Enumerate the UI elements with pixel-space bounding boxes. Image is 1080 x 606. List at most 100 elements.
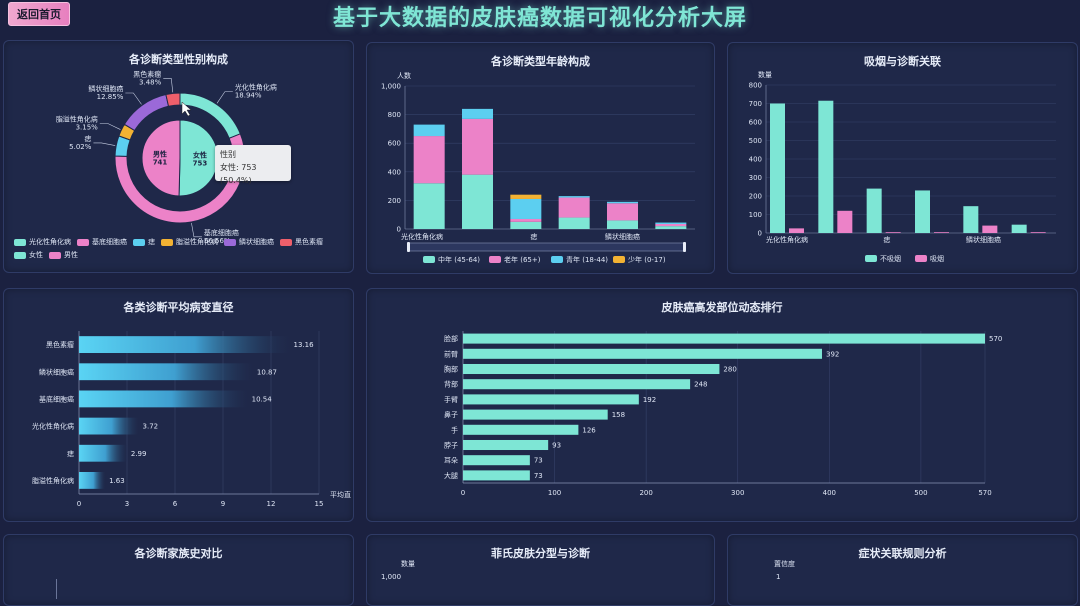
smoke-y-tick-8: 800 — [749, 82, 762, 90]
legend-item[interactable]: 基底细胞癌 — [77, 237, 127, 247]
site-x-tick-0: 0 — [461, 489, 465, 497]
inner-slice-label-0: 女性 753 — [193, 150, 208, 167]
site-bar-4 — [463, 394, 639, 405]
site-bar-9 — [463, 470, 530, 481]
gender-legend: 光化性角化病 基底细胞癌 痣 脂溢性角化病 鳞状细胞癌 黑色素瘤女性 男性 — [14, 237, 344, 260]
age-bar-0-0 — [413, 183, 445, 229]
legend-label: 鳞状细胞癌 — [239, 238, 274, 246]
site-value-1: 392 — [826, 350, 839, 358]
smoke-bar-5-1 — [1030, 232, 1046, 233]
smoke-x-label-1: 痣 — [883, 235, 890, 244]
legend-item[interactable]: 男性 — [49, 250, 78, 260]
age-legend-label-0: 中年 (45-64) — [438, 255, 480, 264]
site-bar-5 — [463, 409, 608, 420]
zoom-slider-track — [408, 242, 686, 252]
family-history-panel: 各诊断家族史对比 — [3, 534, 354, 606]
diam-category-4: 痣 — [67, 449, 74, 458]
legend-item[interactable]: 脂溢性角化病 — [161, 237, 218, 247]
site-bar-8 — [463, 455, 530, 466]
age-y-tick-3: 600 — [388, 140, 401, 148]
age-bar-0-2 — [413, 124, 445, 137]
outer-label-line-3 — [99, 123, 121, 130]
smoke-y-tick-1: 100 — [749, 211, 762, 219]
age-x-label-1: 痣 — [530, 232, 537, 241]
age-bar-3-0 — [558, 217, 590, 229]
diam-category-2: 基底细胞癌 — [39, 394, 74, 403]
smoke-legend-swatch-0 — [865, 255, 877, 262]
age-legend-swatch-3 — [613, 256, 625, 263]
legend-swatch — [224, 238, 236, 246]
smoke-legend-label-0: 不吸烟 — [880, 254, 901, 263]
smoke-bar-3-1 — [934, 232, 949, 233]
panel-title: 各诊断类型年龄构成 — [491, 55, 590, 68]
inner-slice-label-1: 男性 741 — [153, 150, 168, 167]
y-tick-top: 1,000 — [381, 573, 402, 581]
smoke-bar-1-0 — [818, 100, 834, 233]
y-axis-label: 置信度 — [774, 560, 795, 568]
smoke-y-tick-6: 600 — [749, 119, 762, 127]
outer-slice-label-5: 黑色素瘤 3.48% — [133, 69, 161, 86]
age-y-tick-0: 0 — [397, 226, 401, 234]
panel-title: 吸烟与诊断关联 — [864, 55, 941, 68]
legend-swatch — [49, 251, 61, 259]
age-bar-4-0 — [607, 220, 638, 229]
cursor-icon — [181, 101, 192, 117]
page-title: 基于大数据的皮肤癌数据可视化分析大屏 — [332, 6, 747, 31]
site-category-3: 背部 — [444, 380, 458, 389]
age-bar-3-2 — [558, 196, 590, 198]
diam-value-5: 1.63 — [109, 477, 125, 485]
smoke-x-label-2: 鳞状细胞癌 — [966, 235, 1001, 244]
smoke-y-tick-0: 0 — [758, 230, 762, 238]
diam-x-tick-2: 6 — [173, 500, 178, 508]
y-axis-label: 数量 — [401, 560, 415, 568]
outer-label-line-5 — [163, 78, 174, 93]
diameter-bar-chart: 0 3 6 9 12 15 黑色素瘤 13.16 鳞状细胞癌 10.87 基底细胞癌 10.54 光化性… — [32, 331, 351, 508]
smoke-bar-3-0 — [915, 190, 930, 233]
outer-slice-label-1: 基底细胞癌 56.56% — [204, 228, 239, 245]
site-x-tick-3: 300 — [731, 489, 744, 497]
diam-bar-2 — [79, 390, 248, 408]
legend-item[interactable]: 痣 — [133, 237, 155, 247]
legend-label: 脂溢性角化病 — [176, 238, 218, 246]
back-home-button[interactable]: 返回首页 — [8, 2, 70, 26]
smoke-bar-4-1 — [982, 225, 998, 233]
smoking-bar-chart: 数量 0 100 200 300 400 500 600 700 800 光化性角化病 痣 鳞状细胞癌不… — [749, 70, 1056, 263]
legend-item[interactable]: 女性 — [14, 250, 43, 260]
smoke-legend-swatch-1 — [915, 255, 927, 262]
age-y-tick-5: 1,000 — [381, 83, 401, 91]
age-bar-5-2 — [655, 222, 687, 224]
site-ranking-bar-chart: 0 100 200 300 400 500 570 脸部 570 前臂 392 胸部 280 背部 248 手… — [444, 331, 1002, 497]
age-bar-5-1 — [655, 223, 687, 227]
diam-value-0: 13.16 — [294, 341, 315, 349]
fitzpatrick-panel: 菲氏皮肤分型与诊断 数量 1,000 — [366, 534, 715, 606]
zoom-slider-handle-right — [683, 242, 686, 252]
site-bar-2 — [463, 363, 720, 375]
age-legend-swatch-2 — [551, 256, 563, 263]
diam-value-2: 10.54 — [252, 395, 273, 403]
site-x-tick-2: 200 — [639, 489, 652, 497]
site-x-tick-1: 100 — [548, 489, 561, 497]
age-bar-2-0 — [510, 221, 542, 229]
smoke-y-tick-4: 400 — [749, 156, 762, 164]
legend-item[interactable]: 黑色素瘤 — [280, 237, 323, 247]
smoking-panel: 吸烟与诊断关联 数量 0 100 200 300 400 500 600 700 800 光化性角化… — [727, 42, 1078, 274]
diam-x-tick-4: 12 — [267, 500, 276, 508]
smoke-legend-label-1: 吸烟 — [930, 254, 944, 263]
axis-line — [56, 579, 57, 599]
diam-x-tick-5: 15 — [315, 500, 324, 508]
legend-label: 基底细胞癌 — [92, 238, 127, 246]
smoke-bar-1-1 — [837, 210, 853, 233]
legend-item[interactable]: 光化性角化病 — [14, 237, 71, 247]
panel-title: 各诊断家族史对比 — [134, 547, 223, 560]
diam-category-0: 黑色素瘤 — [46, 340, 74, 349]
age-legend-label-1: 老年 (65+) — [504, 255, 541, 264]
diam-bar-3 — [79, 417, 139, 435]
site-bar-7 — [463, 439, 549, 451]
panel-title: 菲氏皮肤分型与诊断 — [491, 547, 590, 560]
site-bar-1 — [463, 348, 822, 359]
legend-swatch — [77, 238, 89, 246]
gender-composition-panel: 各诊断类型性别构成 光化性角化病 18.94% 基底细胞癌 56.56% 痣 5.02% 脂… — [3, 40, 354, 273]
legend-item[interactable]: 鳞状细胞癌 — [224, 237, 274, 247]
pie-tooltip: 性别 女性: 753 (50.4%) — [215, 145, 291, 185]
panel-title: 各类诊断平均病变直径 — [123, 301, 234, 314]
